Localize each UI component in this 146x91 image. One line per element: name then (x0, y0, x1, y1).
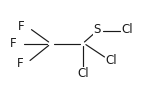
Text: Cl: Cl (77, 67, 89, 80)
Text: F: F (9, 37, 16, 50)
Text: F: F (18, 20, 25, 33)
Text: Cl: Cl (122, 23, 133, 36)
Text: F: F (17, 57, 23, 70)
Text: Cl: Cl (106, 54, 118, 67)
Text: S: S (94, 23, 101, 36)
